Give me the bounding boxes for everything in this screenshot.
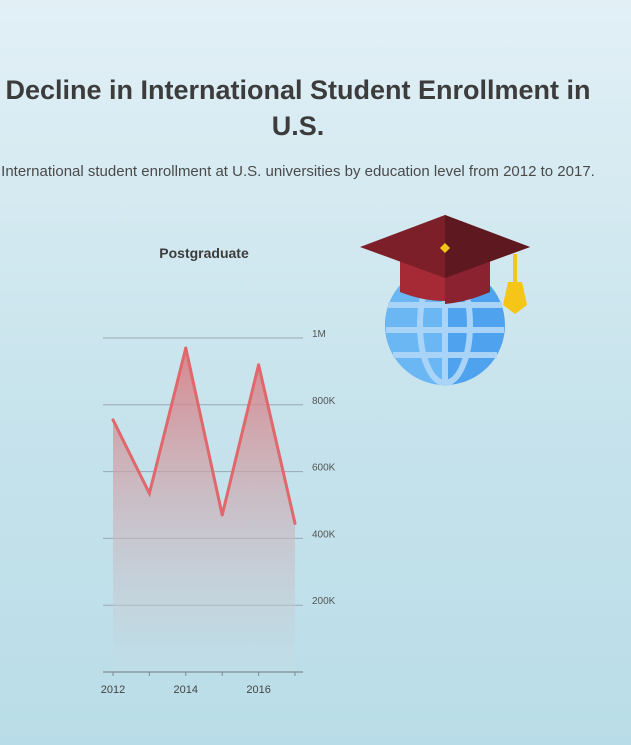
data-point — [111, 418, 115, 422]
x-tick-label: 2012 — [101, 684, 125, 696]
chart-title: Postgraduate — [159, 245, 249, 261]
y-tick-label: 200K — [312, 596, 336, 607]
y-tick-label: 800K — [312, 396, 336, 407]
data-point — [184, 346, 188, 350]
data-point — [293, 521, 297, 525]
graduation-cap-icon — [360, 215, 530, 314]
data-point — [220, 513, 224, 517]
data-point — [147, 491, 151, 495]
page-title: Decline in International Student Enrollm… — [5, 75, 591, 141]
series-line — [111, 347, 297, 524]
y-tick-label: 400K — [312, 529, 336, 540]
x-tick-label: 2014 — [174, 684, 198, 696]
data-point — [257, 363, 261, 367]
y-tick-label: 600K — [312, 463, 336, 474]
page-subtitle: International student enrollment at U.S.… — [1, 163, 595, 180]
x-tick-label: 2016 — [246, 684, 270, 696]
series-area — [113, 348, 295, 672]
y-tick-label: 1M — [312, 329, 326, 340]
graduation-illustration — [360, 215, 530, 386]
